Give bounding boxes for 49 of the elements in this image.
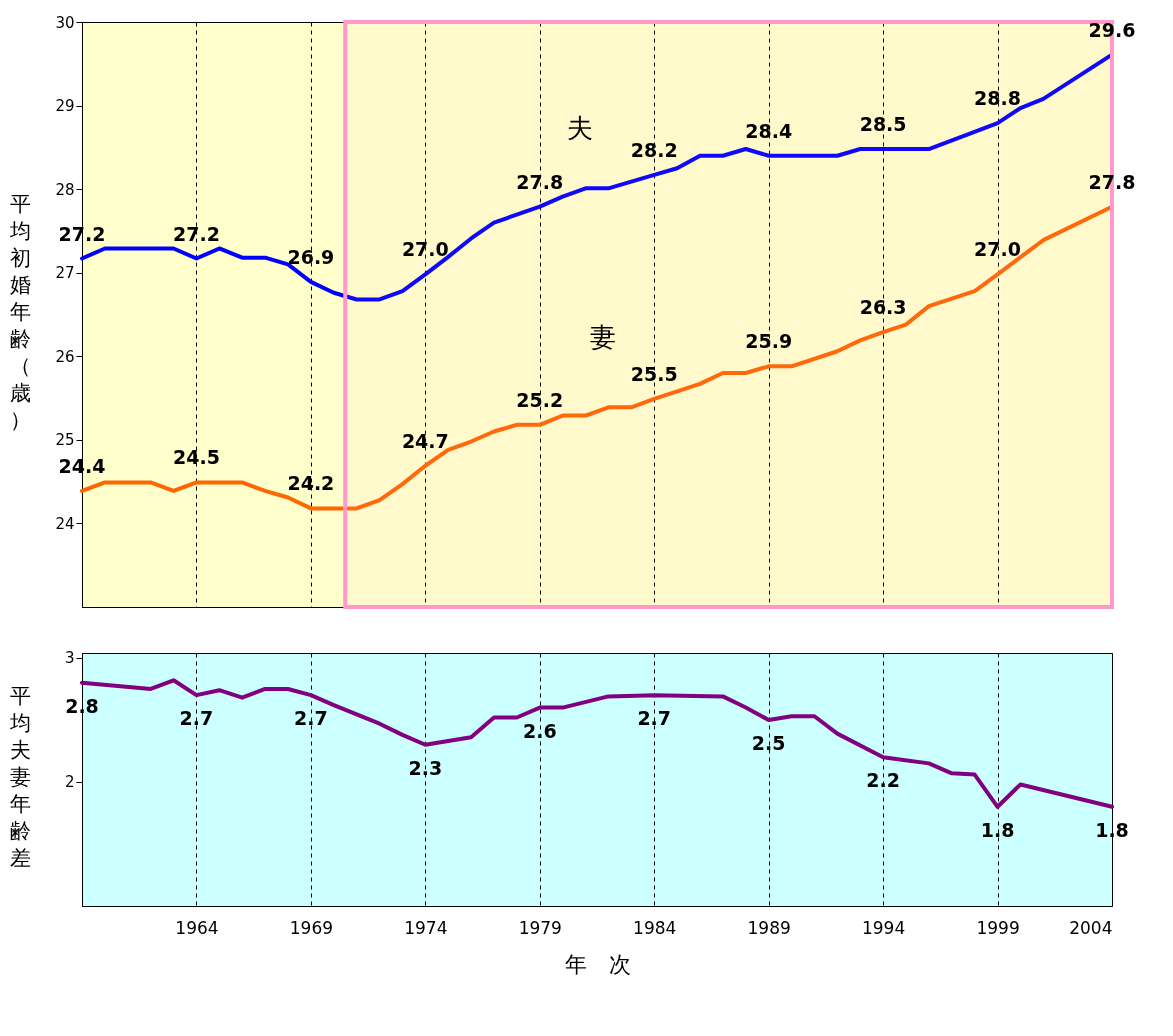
data-label: 28.8 [974, 87, 1021, 110]
x-tick-label: 1979 [518, 917, 562, 938]
data-label: 27.8 [1088, 170, 1136, 193]
data-label: 27.0 [974, 238, 1021, 261]
data-label: 28.2 [630, 138, 678, 161]
data-label: 2.5 [751, 731, 786, 754]
data-label: 28.5 [859, 113, 907, 136]
x-tick-label: 1974 [404, 917, 448, 938]
y-axis-title: 平均夫妻年齢差 [9, 683, 31, 870]
x-tick-label: 1999 [976, 917, 1020, 938]
y-tick-label: 25 [55, 431, 75, 450]
data-label: 28.4 [745, 119, 793, 142]
x-tick-label: 1994 [861, 917, 906, 938]
data-label: 26.9 [287, 245, 335, 268]
y-tick-label: 2 [64, 773, 75, 792]
x-tick-label: 2004 [1069, 917, 1113, 938]
y-tick-label: 24 [55, 514, 75, 533]
y-tick-label: 28 [55, 180, 75, 199]
data-label: 26.3 [859, 296, 907, 319]
data-label: 2.7 [294, 707, 328, 730]
text: 妻 [589, 321, 616, 352]
data-label: 24.2 [287, 472, 335, 495]
data-label: 2.6 [522, 719, 557, 742]
data-label: 27.8 [516, 170, 564, 193]
data-label: 2.7 [637, 707, 672, 730]
data-label: 27.0 [401, 238, 449, 261]
data-label: 27.2 [173, 222, 220, 245]
x-tick-label: 1964 [175, 917, 219, 938]
y-tick-label: 29 [55, 97, 75, 116]
y-tick-label: 30 [55, 13, 75, 32]
data-label: 2.7 [179, 707, 214, 730]
data-label: 2.3 [408, 756, 443, 779]
data-label: 1.8 [980, 818, 1015, 841]
series-label: 夫 [566, 112, 593, 143]
x-axis-title: 年 次 [564, 951, 631, 977]
data-label: 2.2 [866, 769, 900, 792]
data-label: 25.9 [745, 330, 793, 353]
data-label: 24.7 [401, 429, 449, 452]
text: 平均初婚年齢（歳） [10, 191, 31, 432]
y-tick-label: 26 [55, 347, 75, 366]
x-tick-label: 1989 [747, 917, 791, 938]
data-label: 25.2 [516, 388, 564, 411]
data-label: 24.5 [173, 446, 220, 469]
data-label: 25.5 [630, 362, 678, 385]
x-tick-label: 1984 [633, 917, 677, 938]
y-tick-label: 27 [55, 264, 75, 283]
y-tick-label: 3 [64, 649, 75, 668]
x-tick-label: 1969 [289, 917, 334, 938]
data-label: 29.6 [1088, 18, 1136, 41]
